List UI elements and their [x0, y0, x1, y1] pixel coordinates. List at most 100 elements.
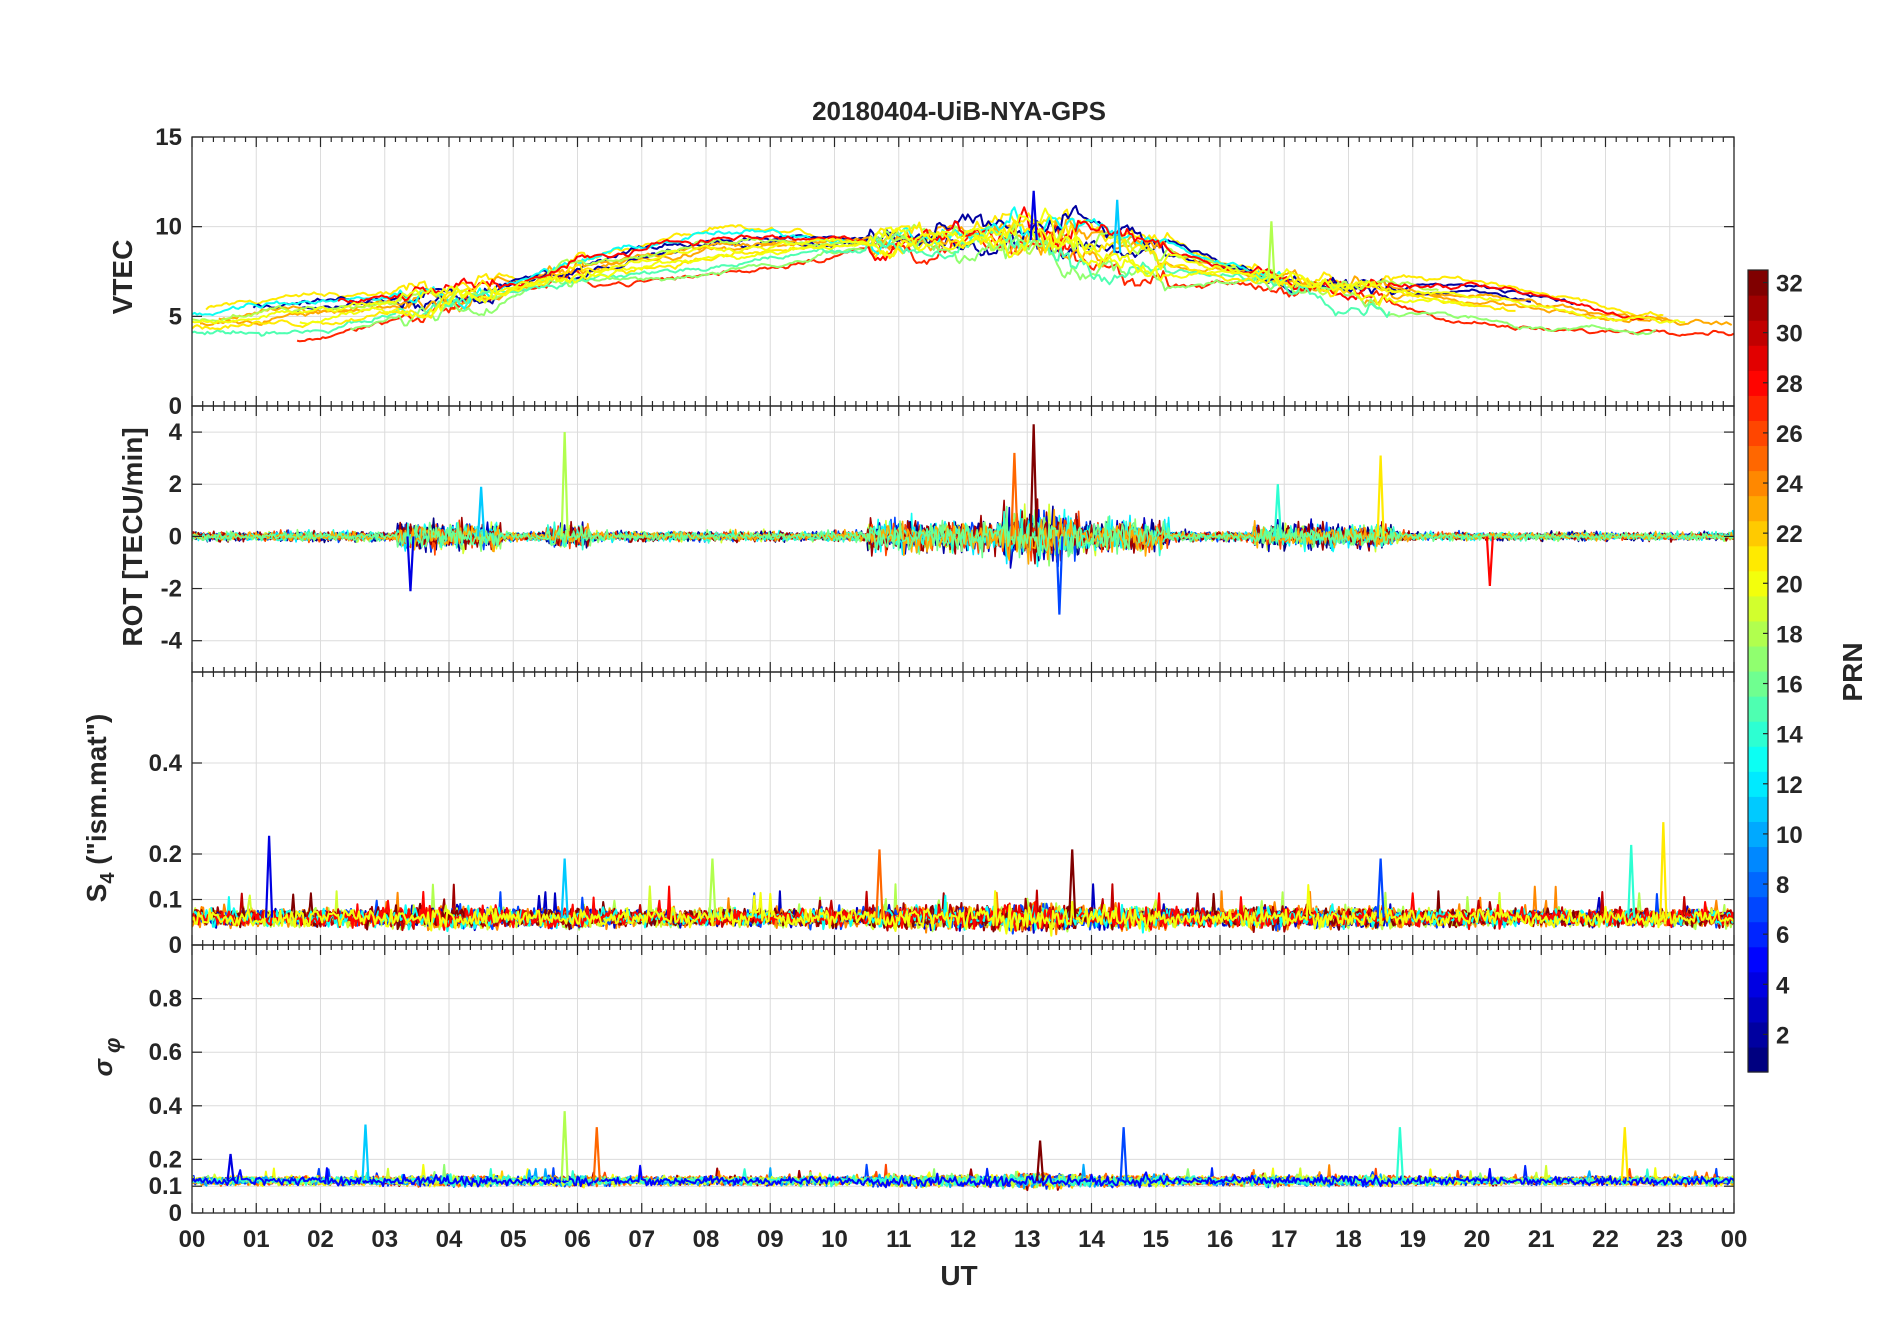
s4-spike	[875, 849, 884, 918]
colorbar-tick-label: 22	[1776, 521, 1803, 548]
x-tick-label: 04	[436, 1226, 463, 1253]
vtec-series-line	[349, 230, 1657, 336]
sigma_phi-ytick-label: 0.1	[149, 1173, 182, 1200]
colorbar-swatch	[1748, 796, 1768, 822]
rot-spike	[477, 486, 486, 537]
chart-title: 20180404-UiB-NYA-GPS	[812, 96, 1106, 126]
colorbar-swatch	[1748, 871, 1768, 898]
x-tick-label: 00	[1721, 1226, 1748, 1253]
x-tick-labels: 00 01 02 03 04 05 06 07 08 09 10 11 12 13 14 15 16 17 18 19…	[179, 1226, 1748, 1253]
s4-series-group	[192, 822, 1734, 937]
colorbar-swatch	[1748, 520, 1768, 547]
x-tick-label: 18	[1335, 1226, 1362, 1253]
colorbar-swatch	[1748, 645, 1768, 672]
x-tick-label: 14	[1078, 1226, 1105, 1253]
colorbar-swatch	[1748, 821, 1768, 848]
vtec-series-line	[192, 207, 1686, 325]
x-tick-label: 17	[1271, 1226, 1298, 1253]
x-tick-label: 12	[950, 1226, 977, 1253]
s4-spike	[1627, 844, 1636, 918]
rot-ytick-label: -2	[161, 576, 182, 603]
sigma-phi-ylabel-text: σ φ	[88, 1038, 125, 1077]
s4-ytick-label: 0.2	[149, 841, 182, 868]
x-tick-label: 20	[1464, 1226, 1491, 1253]
rot-spike	[1010, 452, 1019, 537]
x-tick-label: 00	[179, 1226, 206, 1253]
s4-spike	[708, 858, 717, 918]
s4-ylabel: S4 ("ism.mat")	[81, 714, 119, 903]
vtec-ytick-label: 5	[169, 303, 182, 330]
rot-spike	[560, 432, 569, 537]
colorbar-tick-label: 28	[1776, 371, 1803, 398]
vtec-ytick-label: 10	[155, 214, 182, 241]
vtec-series-line	[192, 223, 1439, 324]
sigma_phi-spike	[1395, 1127, 1404, 1181]
sigma_phi-spike	[592, 1127, 601, 1181]
colorbar-swatch	[1748, 896, 1768, 923]
colorbar-swatch	[1748, 946, 1768, 973]
s4-ytick-label: 0.4	[149, 750, 183, 777]
rot-series-group	[192, 424, 1734, 615]
colorbar-swatch	[1748, 370, 1768, 396]
vtec-series-group	[192, 190, 1734, 343]
rot-ylabel: ROT [TECU/min]	[117, 427, 148, 646]
x-tick-label: 07	[628, 1226, 655, 1253]
colorbar-swatch	[1748, 545, 1768, 572]
sigma_phi-series-line	[192, 1164, 1734, 1189]
sigma_phi-spike	[1119, 1127, 1128, 1181]
rot-spike	[1055, 536, 1064, 615]
x-tick-label: 02	[307, 1226, 334, 1253]
colorbar-swatch	[1748, 1046, 1768, 1073]
x-tick-label: 06	[564, 1226, 591, 1253]
sigma_phi-spike	[226, 1153, 235, 1181]
vtec-series-line	[192, 206, 1283, 317]
x-tick-label: 21	[1528, 1226, 1555, 1253]
rot-spike	[1376, 455, 1385, 537]
s4-ytick-label: 0	[169, 932, 182, 959]
colorbar-swatch	[1748, 420, 1768, 447]
vtec-series-line	[192, 225, 1391, 337]
colorbar-swatch	[1748, 595, 1768, 622]
vtec-spike	[1029, 190, 1038, 241]
sigma_phi-ytick-label: 0.4	[149, 1093, 183, 1120]
x-tick-label: 13	[1014, 1226, 1041, 1253]
colorbar-swatch	[1748, 495, 1768, 522]
s4-spike	[560, 858, 569, 918]
colorbar-tick-label: 2	[1776, 1022, 1789, 1049]
x-tick-label: 23	[1656, 1226, 1683, 1253]
panels: 051015-4-202400.10.20.400.10.20.40.60.80…	[149, 124, 1748, 1253]
sigma_phi-spike	[1620, 1127, 1629, 1181]
colorbar-swatch	[1748, 771, 1768, 797]
sigma_phi-ytick-label: 0	[169, 1200, 182, 1227]
vtec-ylabel: VTEC	[107, 240, 138, 315]
vtec-series-line	[299, 228, 1475, 325]
colorbar-swatch	[1748, 320, 1768, 346]
x-tick-label: 01	[243, 1226, 270, 1253]
sigma_phi-spike	[560, 1111, 569, 1181]
vtec-spike	[1113, 199, 1122, 253]
x-tick-label: 19	[1399, 1226, 1426, 1253]
colorbar-tick-label: 16	[1776, 672, 1803, 699]
colorbar-swatch	[1748, 746, 1768, 772]
colorbar-swatch	[1748, 395, 1768, 421]
colorbar-swatch	[1748, 270, 1768, 296]
colorbar-tick-label: 26	[1776, 421, 1803, 448]
rot-ytick-label: 2	[169, 471, 182, 498]
colorbar-swatch	[1748, 721, 1768, 747]
rot-spike	[406, 536, 415, 592]
sigma_phi-ytick-label: 0.2	[149, 1146, 182, 1173]
s4-spike	[1376, 858, 1385, 918]
colorbar-swatch	[1748, 921, 1768, 948]
sigma_phi-spike	[361, 1124, 370, 1181]
colorbar-tick-label: 6	[1776, 922, 1789, 949]
rot-ytick-label: 4	[169, 419, 183, 446]
rot-spike	[1485, 536, 1494, 587]
x-tick-label: 03	[371, 1226, 398, 1253]
colorbar-swatch	[1748, 996, 1768, 1023]
rot-ytick-label: -4	[161, 628, 183, 655]
vtec-ytick-label: 0	[169, 393, 182, 420]
rot-ytick-label: 0	[169, 523, 182, 550]
colorbar-tick-label: 10	[1776, 822, 1803, 849]
colorbar-frame	[1747, 269, 1769, 1073]
